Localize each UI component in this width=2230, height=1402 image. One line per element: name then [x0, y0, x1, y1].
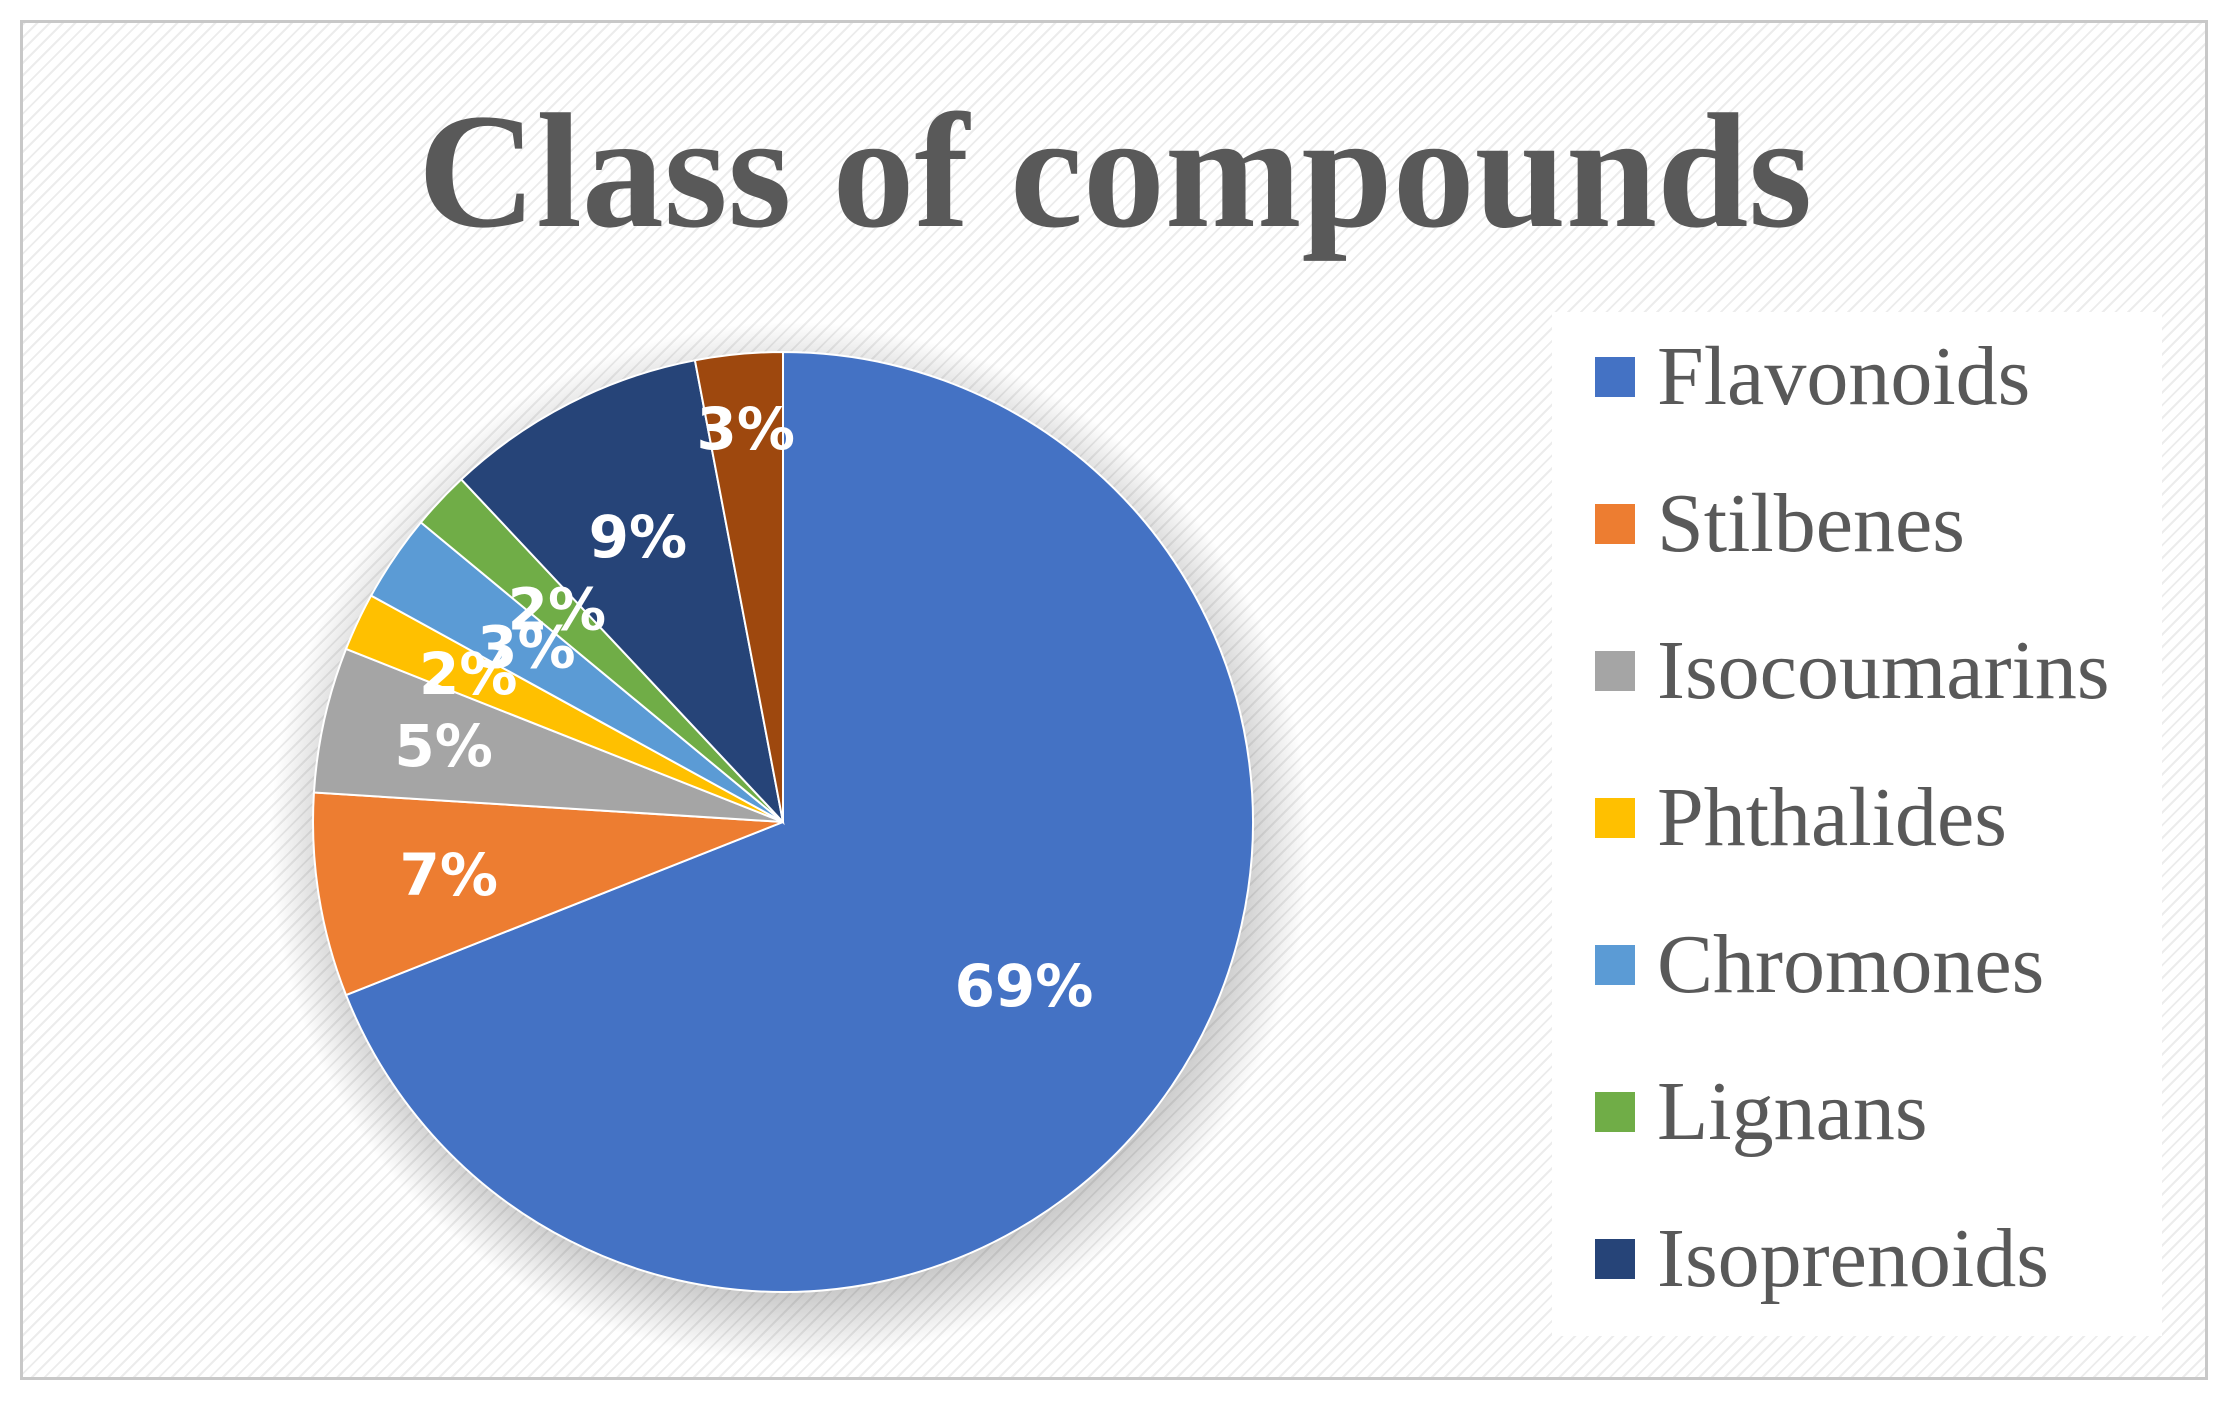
legend-item-flavonoids: Flavonoids: [1595, 322, 2030, 432]
legend-swatch: [1595, 1239, 1635, 1279]
legend-swatch: [1595, 945, 1635, 985]
chart-title: Class of compounds: [417, 81, 1813, 262]
legend-label: Isocoumarins: [1657, 624, 2110, 717]
legend-swatch: [1595, 357, 1635, 397]
pie-slice-stilbenes: [312, 791, 784, 997]
data-label-lignans: 2%: [508, 576, 606, 644]
pie-slice-isocoumarins: [312, 647, 784, 823]
pie-slice-other-7: [693, 350, 784, 823]
legend-label: Lignans: [1657, 1065, 1928, 1158]
data-label-flavonoids: 69%: [955, 952, 1094, 1020]
legend-label: Isoprenoids: [1657, 1212, 2049, 1305]
legend-item-chromones: Chromones: [1595, 910, 2044, 1020]
legend-label: Phthalides: [1657, 771, 2007, 864]
pie-slice-flavonoids: [344, 350, 1255, 1293]
legend-swatch: [1595, 651, 1635, 691]
data-label-other-7: 3%: [697, 395, 795, 463]
legend-swatch: [1595, 1092, 1635, 1132]
data-label-chromones: 3%: [477, 614, 575, 682]
legend-label: Flavonoids: [1657, 330, 2031, 423]
data-label-isoprenoids: 9%: [589, 503, 687, 571]
legend-label: Chromones: [1657, 918, 2045, 1011]
legend-item-lignans: Lignans: [1595, 1057, 1928, 1167]
data-label-phthalides: 2%: [419, 640, 517, 708]
legend-swatch: [1595, 798, 1635, 838]
legend-label: Stilbenes: [1657, 477, 1965, 570]
legend: Flavonoids Stilbenes Isocoumarins Phthalide…: [1552, 312, 2162, 1336]
pie-slice-isoprenoids: [459, 359, 785, 826]
legend-swatch: [1595, 504, 1635, 544]
legend-item-isoprenoids: Isoprenoids: [1595, 1204, 2049, 1314]
legend-item-stilbenes: Stilbenes: [1595, 469, 1965, 579]
data-label-stilbenes: 7%: [400, 841, 498, 909]
data-label-isocoumarins: 5%: [394, 712, 492, 780]
legend-item-isocoumarins: Isocoumarins: [1595, 616, 2110, 726]
legend-item-phthalides: Phthalides: [1595, 763, 2007, 873]
